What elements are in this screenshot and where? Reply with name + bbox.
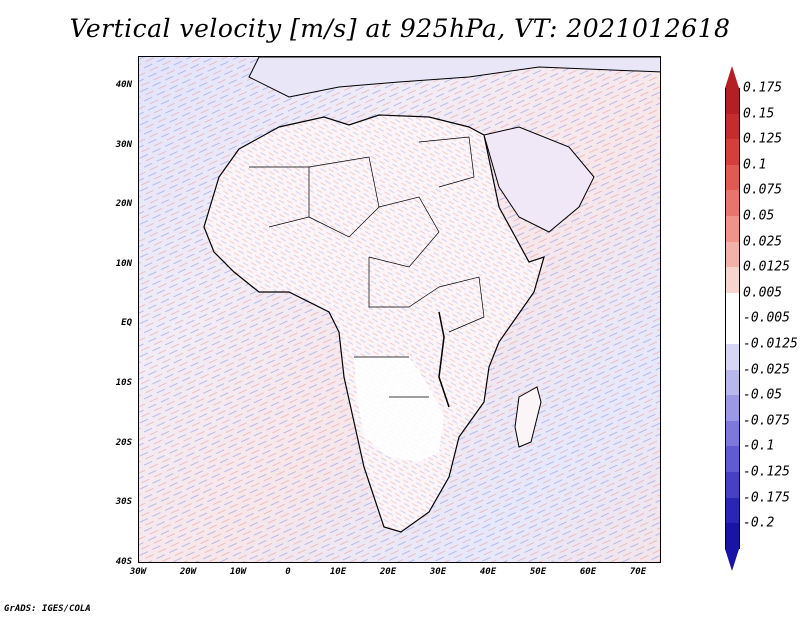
colorbar-label: 0.175 [743, 80, 783, 96]
colorbar-swatch [725, 446, 740, 472]
colorbar-swatch [725, 164, 740, 191]
lon-label: 20W [179, 567, 197, 577]
colorbar-label: -0.2 [743, 515, 775, 531]
colorbar-label: -0.0125 [743, 336, 798, 352]
lon-label: 40E [479, 567, 497, 577]
colorbar-swatch [725, 139, 740, 165]
lat-label: 10S [115, 378, 132, 388]
colorbar-swatch [725, 395, 740, 421]
colorbar-label: -0.075 [743, 413, 790, 429]
lon-label: 30W [129, 567, 147, 577]
colorbar-label: -0.025 [743, 362, 790, 378]
colorbar-label: -0.175 [743, 490, 790, 506]
colorbar-swatch [725, 318, 740, 344]
colorbar-top-triangle [725, 66, 739, 88]
colorbar-label: 0.05 [743, 208, 775, 224]
lon-label: 60E [579, 567, 597, 577]
colorbar-label: 0.075 [743, 182, 783, 198]
colorbar-bottom-triangle [725, 548, 739, 571]
colorbar-swatch [725, 497, 740, 524]
colorbar-label: -0.1 [743, 438, 775, 454]
lat-label: 40S [115, 556, 132, 567]
lat-label: 30N [115, 139, 132, 150]
country-borders [249, 136, 485, 398]
europe-asia-coast [248, 57, 660, 98]
colorbar-label: -0.05 [743, 387, 783, 403]
colorbar-swatch [725, 472, 740, 498]
lat-label: 20S [115, 437, 132, 448]
madagascar [514, 386, 542, 448]
colorbar-swatch [725, 523, 740, 549]
land-field [204, 115, 544, 532]
lat-label: 10N [115, 258, 132, 269]
colorbar-label: 0.005 [743, 285, 783, 301]
arabian-peninsula [483, 126, 595, 233]
colorbar-swatch [725, 344, 740, 370]
colorbar-swatch [725, 267, 740, 293]
colorbar-swatch [725, 241, 740, 268]
colorbar-swatch [725, 369, 740, 396]
colorbar-swatch [725, 420, 740, 447]
lat-label: 30S [115, 497, 132, 508]
colorbar-label: -0.125 [743, 464, 790, 480]
lon-label: 0 [285, 567, 291, 577]
colorbar-label: 0.15 [743, 106, 775, 122]
lon-label: 20E [379, 567, 397, 577]
colorbar-swatch [725, 88, 740, 114]
colorbar-label: 0.025 [743, 234, 783, 250]
lon-label: 10W [229, 567, 247, 577]
lat-label: 40N [115, 80, 132, 90]
colorbar-swatch [725, 190, 740, 216]
lon-label: 70E [629, 567, 647, 577]
lon-label: 30E [429, 567, 447, 577]
colorbar-label: 0.125 [743, 131, 783, 147]
southern-africa-calm-area [354, 357, 444, 462]
colorbar-label: 0.1 [743, 157, 767, 173]
colorbar-label: 0.0125 [743, 259, 790, 275]
colorbar-swatch [725, 216, 740, 242]
plot-title: Vertical velocity [m/s] at 925hPa, VT: 2… [69, 14, 731, 43]
lat-label: EQ [121, 318, 132, 329]
lat-label: 20N [115, 199, 132, 210]
grads-credit: GrADS: IGES/COLA [4, 604, 91, 614]
map-panel[interactable] [138, 56, 661, 563]
colorbar-swatch [725, 113, 740, 140]
map-svg [139, 57, 660, 562]
lon-label: 10E [329, 567, 347, 577]
rift-lakes [438, 311, 450, 408]
lon-label: 50E [529, 567, 547, 577]
colorbar-label: -0.005 [743, 310, 790, 326]
colorbar-swatch [725, 292, 740, 319]
